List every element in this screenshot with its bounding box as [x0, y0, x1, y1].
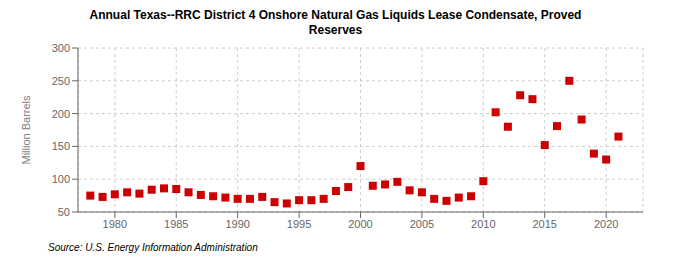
svg-text:1990: 1990: [225, 218, 249, 230]
svg-text:150: 150: [52, 140, 70, 152]
svg-text:250: 250: [52, 75, 70, 87]
svg-text:2005: 2005: [410, 218, 434, 230]
svg-text:2000: 2000: [348, 218, 372, 230]
svg-text:100: 100: [52, 173, 70, 185]
html-text:Reserves: Reserves: [308, 23, 363, 37]
svg-text:2020: 2020: [594, 218, 618, 230]
svg-text:50: 50: [58, 206, 70, 218]
svg-text:2015: 2015: [532, 218, 556, 230]
html-text:Annual Texas--RRC District 4 O: Annual Texas--RRC District 4 Onshore Nat…: [89, 8, 582, 22]
svg-text:2010: 2010: [471, 218, 495, 230]
svg-text:Million Barrels: Million Barrels: [20, 95, 32, 165]
svg-text:200: 200: [52, 108, 70, 120]
svg-text:1985: 1985: [164, 218, 188, 230]
html-text:Source: U.S. Energy Informatio: Source: U.S. Energy Information Administ…: [48, 242, 258, 253]
svg-text:1995: 1995: [287, 218, 311, 230]
svg-text:1980: 1980: [103, 218, 127, 230]
svg-text:300: 300: [52, 42, 70, 54]
